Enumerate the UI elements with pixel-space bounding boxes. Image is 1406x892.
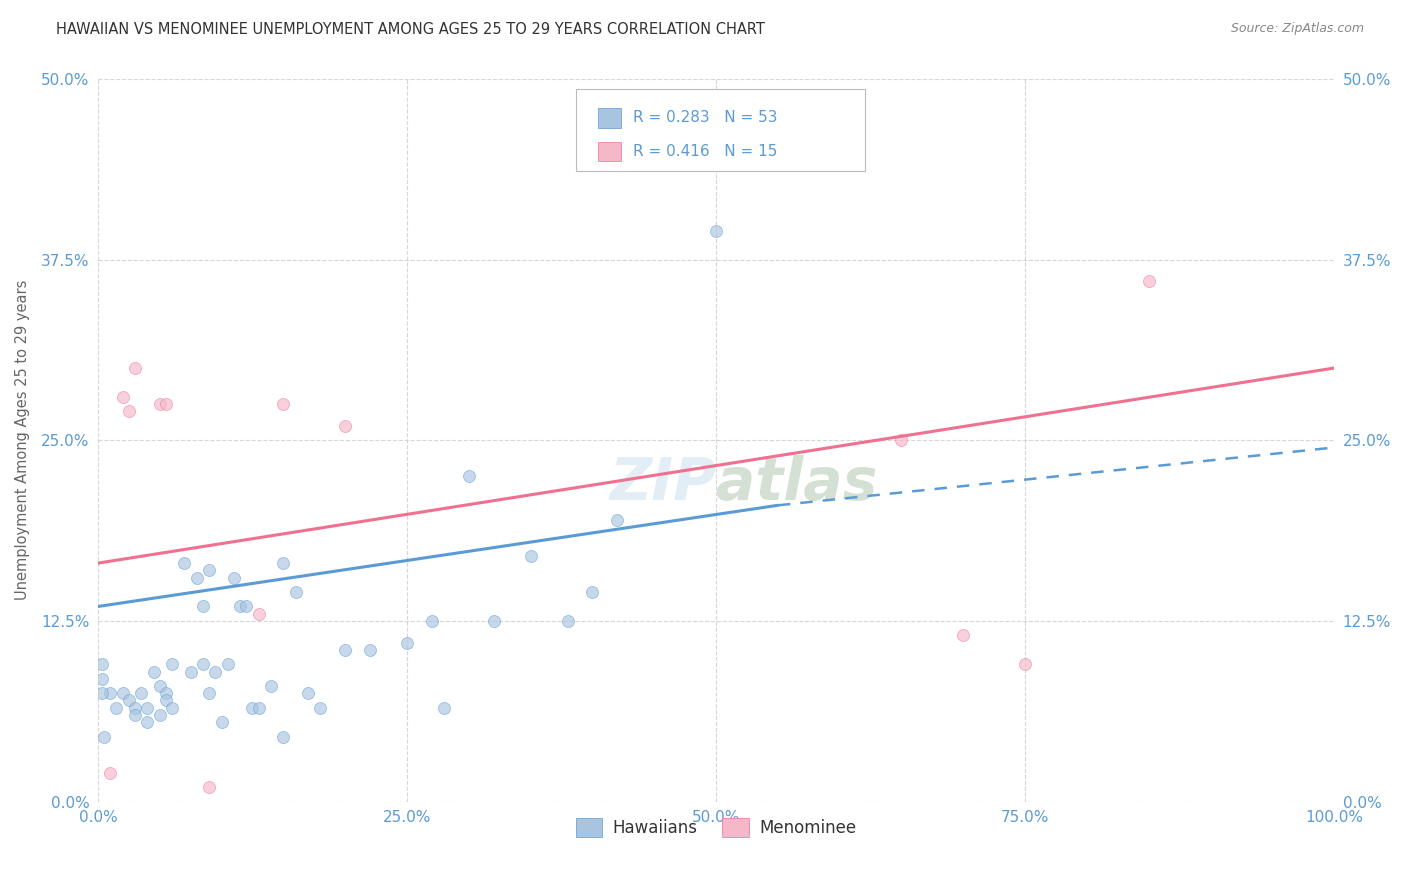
Point — [124, 361, 146, 376]
Text: R = 0.283   N = 53: R = 0.283 N = 53 — [633, 110, 778, 125]
Point — [111, 390, 134, 404]
Point — [160, 657, 183, 672]
Point — [242, 700, 264, 714]
Point — [155, 397, 177, 411]
Legend: Hawaiians, Menominee: Hawaiians, Menominee — [569, 811, 863, 844]
Text: atlas: atlas — [716, 455, 877, 512]
Point — [90, 672, 112, 686]
Point — [90, 686, 112, 700]
Point — [395, 635, 418, 649]
Point — [247, 607, 270, 621]
Point — [98, 686, 121, 700]
Point — [149, 397, 172, 411]
Point — [273, 397, 295, 411]
Point — [155, 693, 177, 707]
Point — [704, 224, 727, 238]
Point — [149, 707, 172, 722]
Point — [93, 730, 115, 744]
Point — [124, 707, 146, 722]
Point — [433, 700, 456, 714]
Point — [284, 585, 307, 599]
Point — [129, 686, 152, 700]
Point — [118, 693, 141, 707]
Point — [118, 404, 141, 418]
Point — [297, 686, 319, 700]
Point — [229, 599, 252, 614]
Point — [606, 513, 628, 527]
Point — [260, 679, 283, 693]
Point — [217, 657, 239, 672]
Point — [198, 780, 221, 794]
Point — [247, 700, 270, 714]
Point — [191, 657, 214, 672]
Point — [191, 599, 214, 614]
Point — [643, 101, 665, 115]
Point — [136, 700, 159, 714]
Point — [142, 665, 165, 679]
Point — [198, 686, 221, 700]
Point — [198, 563, 221, 577]
Point — [90, 657, 112, 672]
Y-axis label: Unemployment Among Ages 25 to 29 years: Unemployment Among Ages 25 to 29 years — [15, 280, 30, 600]
Point — [457, 469, 479, 483]
Text: ZIP: ZIP — [609, 455, 716, 512]
Point — [105, 700, 128, 714]
Point — [1014, 657, 1036, 672]
Point — [155, 686, 177, 700]
Point — [581, 585, 603, 599]
Point — [211, 715, 233, 730]
Point — [359, 643, 381, 657]
Point — [173, 556, 195, 570]
Point — [273, 730, 295, 744]
Point — [1137, 274, 1160, 288]
Point — [482, 614, 505, 628]
Point — [420, 614, 443, 628]
Point — [335, 643, 357, 657]
Text: HAWAIIAN VS MENOMINEE UNEMPLOYMENT AMONG AGES 25 TO 29 YEARS CORRELATION CHART: HAWAIIAN VS MENOMINEE UNEMPLOYMENT AMONG… — [56, 22, 765, 37]
Point — [160, 700, 183, 714]
Point — [124, 700, 146, 714]
Point — [557, 614, 579, 628]
Point — [309, 700, 332, 714]
Point — [186, 571, 208, 585]
Point — [952, 628, 974, 642]
Point — [111, 686, 134, 700]
Point — [235, 599, 257, 614]
Point — [222, 571, 245, 585]
Point — [98, 765, 121, 780]
Point — [180, 665, 202, 679]
Point — [136, 715, 159, 730]
Point — [204, 665, 226, 679]
Point — [519, 549, 541, 563]
Text: R = 0.416   N = 15: R = 0.416 N = 15 — [633, 144, 778, 159]
Point — [149, 679, 172, 693]
Point — [335, 418, 357, 433]
Point — [890, 434, 912, 448]
Text: Source: ZipAtlas.com: Source: ZipAtlas.com — [1230, 22, 1364, 36]
Point — [273, 556, 295, 570]
